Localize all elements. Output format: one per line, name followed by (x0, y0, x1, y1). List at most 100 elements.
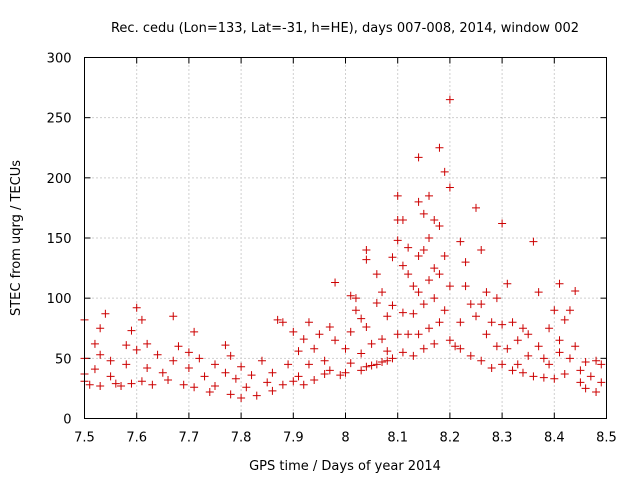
data-point (388, 354, 397, 363)
data-point (518, 324, 527, 333)
data-point (498, 320, 507, 329)
data-point (529, 372, 538, 381)
y-tick-label: 0 (63, 413, 71, 428)
x-tick-label: 8.4 (544, 431, 565, 446)
data-point (539, 354, 548, 363)
y-tick-label: 100 (47, 292, 72, 307)
data-point (90, 339, 99, 348)
data-point (409, 282, 418, 291)
data-point (534, 288, 543, 297)
data-point (362, 246, 371, 255)
data-point (325, 366, 334, 375)
data-point (341, 344, 350, 353)
data-point (451, 342, 460, 351)
data-point (571, 342, 580, 351)
data-point (331, 336, 340, 345)
data-point (592, 356, 601, 365)
data-point (393, 236, 402, 245)
data-point (445, 95, 454, 104)
data-point (304, 318, 313, 327)
data-point (560, 369, 569, 378)
data-point (435, 318, 444, 327)
x-tick-label: 8.5 (596, 431, 617, 446)
x-tick-label: 8.1 (387, 431, 408, 446)
data-point (200, 372, 209, 381)
data-point (268, 386, 277, 395)
data-point (205, 388, 214, 397)
data-point (211, 360, 219, 369)
axes: 7.5 7.6 7.7 7.8 7.9 8 8.1 8.2 8.3 8.4 8.5 0 50 100 150… (47, 52, 617, 446)
data-point (409, 309, 418, 318)
data-point (211, 382, 219, 391)
y-tick-label: 200 (47, 172, 72, 187)
data-point (96, 382, 105, 391)
data-point (143, 339, 152, 348)
data-point (294, 347, 303, 356)
data-point (597, 378, 606, 387)
x-tick-label: 8 (341, 431, 349, 446)
x-tick-label: 7.6 (126, 431, 147, 446)
data-point (534, 342, 543, 351)
data-point (430, 215, 439, 224)
data-point (513, 336, 522, 345)
y-tick-label: 300 (47, 52, 72, 67)
data-point (524, 351, 533, 360)
data-point (477, 246, 486, 255)
data-point (482, 330, 491, 339)
data-point (430, 264, 439, 273)
data-point (325, 323, 334, 332)
data-point (466, 351, 475, 360)
data-point (362, 323, 371, 332)
data-point (101, 309, 110, 318)
data-point (560, 315, 569, 324)
data-point (487, 318, 496, 327)
data-point (336, 371, 345, 380)
data-point (169, 312, 178, 321)
data-point (252, 391, 261, 400)
data-point (242, 383, 251, 392)
data-point (289, 377, 298, 386)
data-point (419, 209, 428, 218)
x-tick-label: 7.5 (74, 431, 95, 446)
data-point (456, 237, 465, 246)
data-point (346, 291, 355, 300)
data-point (398, 215, 407, 224)
data-point (190, 327, 199, 336)
data-point (226, 351, 235, 360)
x-axis-label: GPS time / Days of year 2014 (249, 459, 441, 474)
data-point (503, 279, 512, 288)
data-point (586, 372, 595, 381)
data-point (127, 379, 136, 388)
data-point (278, 380, 287, 389)
data-point (404, 330, 413, 339)
data-point (555, 279, 564, 288)
data-point (414, 252, 423, 261)
data-point (565, 354, 574, 363)
data-point (122, 341, 131, 350)
data-point (456, 318, 465, 327)
data-point (492, 342, 501, 351)
data-point (592, 388, 601, 397)
data-point (440, 306, 449, 315)
data-point (550, 374, 559, 383)
data-point (513, 360, 522, 369)
data-point (174, 342, 183, 351)
data-point (440, 167, 449, 176)
data-point (550, 306, 559, 315)
data-point (425, 191, 434, 200)
data-point (477, 300, 486, 309)
data-point (237, 394, 246, 403)
data-point (445, 336, 454, 345)
y-tick-label: 50 (55, 352, 72, 367)
data-point (461, 258, 470, 267)
data-point (414, 288, 423, 297)
data-point (545, 360, 554, 369)
x-tick-label: 7.7 (179, 431, 200, 446)
data-point (179, 380, 188, 389)
data-point (487, 363, 496, 372)
data-point (597, 360, 606, 369)
data-point (539, 373, 548, 382)
data-point (273, 315, 282, 324)
data-point (357, 366, 366, 375)
